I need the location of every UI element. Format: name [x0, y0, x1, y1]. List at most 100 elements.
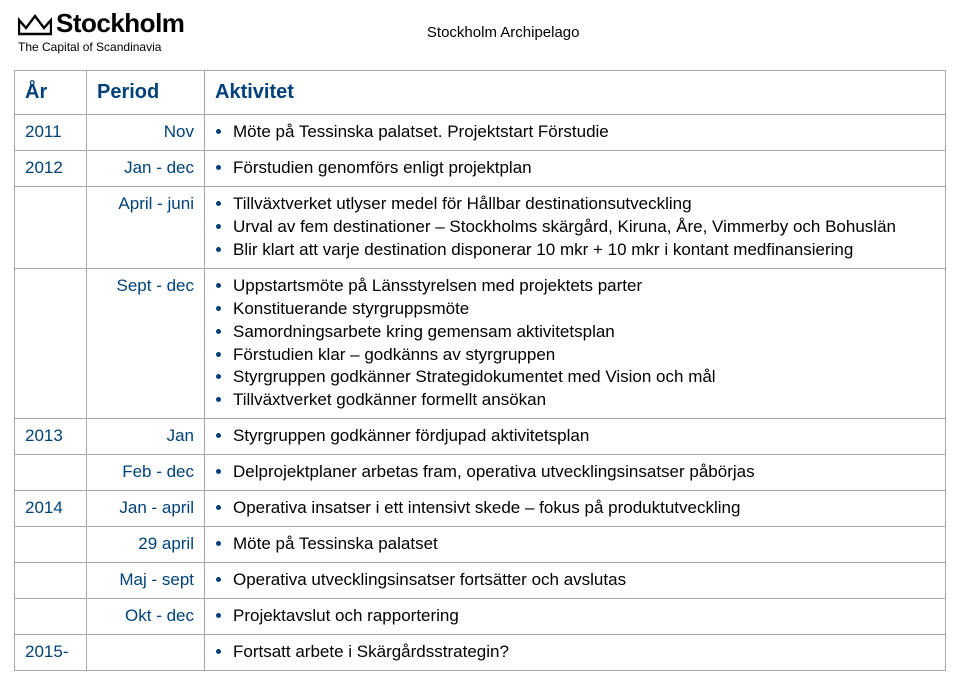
cell-period: Nov: [87, 115, 205, 151]
cell-period: Okt - dec: [87, 599, 205, 635]
activity-item: Projektavslut och rapportering: [233, 605, 937, 628]
page-title: Stockholm Archipelago: [184, 24, 942, 41]
activity-text: Tillväxtverket godkänner formellt ansöka…: [233, 390, 546, 409]
activity-text: Styrgruppen godkänner fördjupad aktivite…: [233, 426, 589, 445]
activity-item: Möte på Tessinska palatset: [233, 533, 937, 556]
activity-list: Möte på Tessinska palatset. Projektstart…: [215, 121, 937, 144]
activity-item: Fortsatt arbete i Skärgårdsstrategin?: [233, 641, 937, 664]
col-header-period: Period: [87, 71, 205, 115]
activity-list: Uppstartsmöte på Länsstyrelsen med proje…: [215, 275, 937, 413]
cell-activity: Möte på Tessinska palatset. Projektstart…: [205, 115, 946, 151]
table-row: 2014Jan - april Operativa insatser i ett …: [15, 491, 946, 527]
activity-text: Delprojektplaner arbetas fram, operativa…: [233, 462, 755, 481]
cell-activity: Fortsatt arbete i Skärgårdsstrategin?: [205, 634, 946, 670]
cell-year: [15, 599, 87, 635]
activity-text: Tillväxtverket utlyser medel för Hållbar…: [233, 194, 692, 213]
cell-year: 2014: [15, 491, 87, 527]
table-header-row: År Period Aktivitet: [15, 71, 946, 115]
activity-text: Fortsatt arbete i Skärgårdsstrategin?: [233, 642, 509, 661]
activity-text: Operativa utvecklingsinsatser fortsätter…: [233, 570, 626, 589]
activity-text: Samordningsarbete kring gemensam aktivit…: [233, 322, 615, 341]
table-row: 2012Jan - dec Förstudien genomförs enligt…: [15, 150, 946, 186]
activity-text: Möte på Tessinska palatset: [233, 534, 438, 553]
activity-item: Tillväxtverket godkänner formellt ansöka…: [233, 389, 937, 412]
cell-activity: Möte på Tessinska palatset: [205, 527, 946, 563]
logo-word: Stockholm: [56, 10, 184, 36]
table-row: 2015- Fortsatt arbete i Skärgårdsstrategi…: [15, 634, 946, 670]
table-row: Feb - dec Delprojektplaner arbetas fram, …: [15, 455, 946, 491]
activity-text: Förstudien klar – godkänns av styrgruppe…: [233, 345, 555, 364]
activity-item: Styrgruppen godkänner Strategidokumentet…: [233, 366, 937, 389]
cell-year: [15, 527, 87, 563]
cell-year: 2013: [15, 419, 87, 455]
cell-activity: Tillväxtverket utlyser medel för Hållbar…: [205, 186, 946, 268]
cell-period: April - juni: [87, 186, 205, 268]
table-row: 2011Nov Möte på Tessinska palatset. Proje…: [15, 115, 946, 151]
activity-item: Delprojektplaner arbetas fram, operativa…: [233, 461, 937, 484]
table-row: Sept - dec Uppstartsmöte på Länsstyrelsen…: [15, 268, 946, 419]
table-row: Maj - sept Operativa utvecklingsinsatser …: [15, 563, 946, 599]
activity-item: Förstudien klar – godkänns av styrgruppe…: [233, 344, 937, 367]
activity-item: Samordningsarbete kring gemensam aktivit…: [233, 321, 937, 344]
activity-item: Operativa utvecklingsinsatser fortsätter…: [233, 569, 937, 592]
activity-item: Blir klart att varje destination dispone…: [233, 239, 937, 262]
activity-item: Tillväxtverket utlyser medel för Hållbar…: [233, 193, 937, 216]
cell-period: 29 april: [87, 527, 205, 563]
activity-list: Projektavslut och rapportering: [215, 605, 937, 628]
col-header-year: År: [15, 71, 87, 115]
crown-icon: [18, 14, 52, 36]
activity-text: Urval av fem destinationer – Stockholms …: [233, 217, 896, 236]
cell-activity: Operativa insatser i ett intensivt skede…: [205, 491, 946, 527]
activity-item: Uppstartsmöte på Länsstyrelsen med proje…: [233, 275, 937, 298]
cell-period: Jan - dec: [87, 150, 205, 186]
col-header-activity: Aktivitet: [205, 71, 946, 115]
logo-top: Stockholm: [18, 10, 184, 36]
activity-text: Uppstartsmöte på Länsstyrelsen med proje…: [233, 276, 642, 295]
cell-period: Feb - dec: [87, 455, 205, 491]
cell-period: Sept - dec: [87, 268, 205, 419]
logo-tagline: The Capital of Scandinavia: [18, 40, 184, 54]
table-row: April - juni Tillväxtverket utlyser medel…: [15, 186, 946, 268]
activity-list: Operativa insatser i ett intensivt skede…: [215, 497, 937, 520]
activity-list: Möte på Tessinska palatset: [215, 533, 937, 556]
logo: Stockholm The Capital of Scandinavia: [18, 10, 184, 54]
activity-item: Styrgruppen godkänner fördjupad aktivite…: [233, 425, 937, 448]
activity-item: Förstudien genomförs enligt projektplan: [233, 157, 937, 180]
cell-period: Jan - april: [87, 491, 205, 527]
cell-period: Jan: [87, 419, 205, 455]
activity-list: Förstudien genomförs enligt projektplan: [215, 157, 937, 180]
table-row: Okt - dec Projektavslut och rapportering: [15, 599, 946, 635]
cell-year: [15, 563, 87, 599]
cell-year: 2011: [15, 115, 87, 151]
activity-text: Operativa insatser i ett intensivt skede…: [233, 498, 740, 517]
activity-item: Operativa insatser i ett intensivt skede…: [233, 497, 937, 520]
cell-activity: Förstudien genomförs enligt projektplan: [205, 150, 946, 186]
cell-activity: Uppstartsmöte på Länsstyrelsen med proje…: [205, 268, 946, 419]
cell-period: Maj - sept: [87, 563, 205, 599]
activity-text: Blir klart att varje destination dispone…: [233, 240, 853, 259]
cell-activity: Delprojektplaner arbetas fram, operativa…: [205, 455, 946, 491]
cell-activity: Operativa utvecklingsinsatser fortsätter…: [205, 563, 946, 599]
activity-text: Projektavslut och rapportering: [233, 606, 459, 625]
table-row: 2013Jan Styrgruppen godkänner fördjupad a…: [15, 419, 946, 455]
cell-activity: Styrgruppen godkänner fördjupad aktivite…: [205, 419, 946, 455]
cell-activity: Projektavslut och rapportering: [205, 599, 946, 635]
activity-item: Urval av fem destinationer – Stockholms …: [233, 216, 937, 239]
cell-year: [15, 455, 87, 491]
activity-text: Möte på Tessinska palatset. Projektstart…: [233, 122, 609, 141]
cell-year: [15, 268, 87, 419]
activity-item: Konstituerande styrgruppsmöte: [233, 298, 937, 321]
header: Stockholm The Capital of Scandinavia Sto…: [0, 0, 960, 60]
activity-list: Styrgruppen godkänner fördjupad aktivite…: [215, 425, 937, 448]
activity-item: Möte på Tessinska palatset. Projektstart…: [233, 121, 937, 144]
activity-list: Fortsatt arbete i Skärgårdsstrategin?: [215, 641, 937, 664]
activity-list: Tillväxtverket utlyser medel för Hållbar…: [215, 193, 937, 262]
table-row: 29 april Möte på Tessinska palatset: [15, 527, 946, 563]
activity-list: Operativa utvecklingsinsatser fortsätter…: [215, 569, 937, 592]
activity-list: Delprojektplaner arbetas fram, operativa…: [215, 461, 937, 484]
activity-text: Konstituerande styrgruppsmöte: [233, 299, 469, 318]
schedule-table: År Period Aktivitet 2011Nov Möte på Tessi…: [14, 70, 946, 671]
activity-text: Styrgruppen godkänner Strategidokumentet…: [233, 367, 716, 386]
cell-year: 2012: [15, 150, 87, 186]
cell-year: 2015-: [15, 634, 87, 670]
